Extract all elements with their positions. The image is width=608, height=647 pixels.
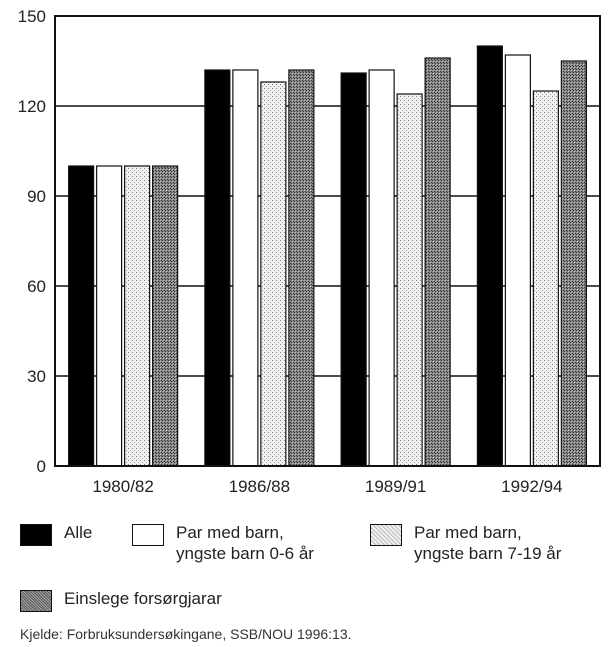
legend-item-par-0-6: Par med barn, yngste barn 0-6 år <box>132 522 314 564</box>
legend-item-par-7-19: Par med barn, yngste barn 7-19 år <box>370 522 561 564</box>
x-tick-label-1989-91: 1989/91 <box>365 477 426 496</box>
y-tick-label-0: 0 <box>37 457 46 476</box>
bar-par-med-barn-2-1980-82 <box>96 165 123 467</box>
y-tick-label-60: 60 <box>27 277 46 296</box>
legend-label-alle: Alle <box>64 523 93 542</box>
bar-einslege-fors-rgjarar-4-1992-94 <box>560 60 587 467</box>
legend-swatch-alle <box>20 524 52 546</box>
legend-label-par-0-6: Par med barn, yngste barn 0-6 år <box>176 523 314 563</box>
legend-label-par-7-19: Par med barn, yngste barn 7-19 år <box>414 523 562 563</box>
legend-item-einslege: Einslege forsørgjarar <box>20 588 222 612</box>
legend-swatch-par-7-19 <box>370 524 402 546</box>
bar-alle-1-1980-82 <box>68 165 95 467</box>
y-tick-label-90: 90 <box>27 187 46 206</box>
legend-label-einslege: Einslege forsørgjarar <box>64 589 222 608</box>
legend-swatch-par-0-6 <box>132 524 164 546</box>
bar-par-med-barn-3-1986-88 <box>260 81 287 467</box>
bar-par-med-barn-3-1992-94 <box>532 90 559 467</box>
chart: 0 30 60 90 120 150 1980/82 1986/88 1989/91 1992/9… <box>18 7 601 496</box>
bar-einslege-fors-rgjarar-4-1989-91 <box>424 57 451 467</box>
x-tick-label-1992-94: 1992/94 <box>501 477 562 496</box>
source-note: Kjelde: Forbruksundersøkingane, SSB/NOU … <box>20 626 352 642</box>
plot-frame <box>54 15 601 467</box>
x-tick-label-1986-88: 1986/88 <box>229 477 290 496</box>
bar-alle-1-1989-91 <box>340 72 367 467</box>
bar-par-med-barn-2-1992-94 <box>504 54 531 467</box>
bar-par-med-barn-2-1989-91 <box>368 69 395 467</box>
bar-alle-1-1986-88 <box>204 69 231 467</box>
bar-einslege-fors-rgjarar-4-1980-82 <box>152 165 179 467</box>
y-tick-label-150: 150 <box>18 7 46 26</box>
bar-par-med-barn-3-1980-82 <box>124 165 151 467</box>
legend-swatch-einslege <box>20 590 52 612</box>
x-tick-label-1980-82: 1980/82 <box>92 477 153 496</box>
y-tick-label-120: 120 <box>18 97 46 116</box>
y-tick-label-30: 30 <box>27 367 46 386</box>
bar-par-med-barn-3-1989-91 <box>396 93 423 467</box>
bar-alle-1-1992-94 <box>476 45 503 467</box>
legend-item-alle: Alle <box>20 522 92 546</box>
bar-einslege-fors-rgjarar-4-1986-88 <box>288 69 315 467</box>
legend: Alle Par med barn, yngste barn 0-6 år Pa… <box>20 522 600 622</box>
bar-par-med-barn-2-1986-88 <box>232 69 259 467</box>
